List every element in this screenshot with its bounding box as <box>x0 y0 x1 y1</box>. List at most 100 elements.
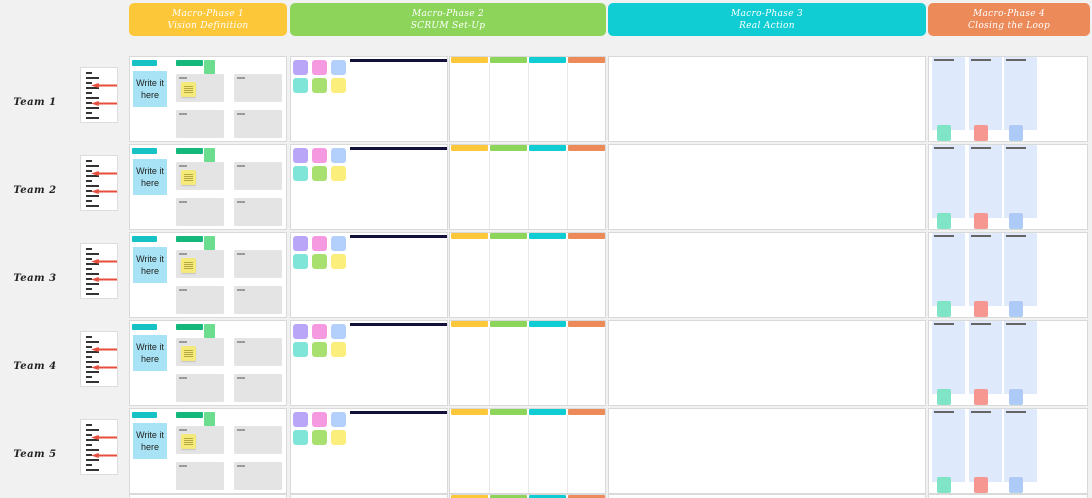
write-it-here-note[interactable]: Write it here <box>133 247 167 283</box>
retro-sticky-note[interactable] <box>974 301 988 317</box>
retro-column[interactable] <box>932 233 965 306</box>
retro-column[interactable] <box>969 409 1002 482</box>
retro-sticky-note[interactable] <box>1009 125 1023 141</box>
column-label-line <box>1006 411 1026 413</box>
team-thumbnail[interactable] <box>80 243 118 299</box>
write-it-here-note[interactable]: Write it here <box>133 71 167 107</box>
sticky-note[interactable] <box>312 166 327 181</box>
text-box[interactable] <box>234 338 282 366</box>
sticky-note[interactable] <box>312 324 327 339</box>
sticky-note[interactable] <box>293 254 308 269</box>
sticky-note[interactable] <box>331 60 346 75</box>
sticky-note[interactable] <box>312 78 327 93</box>
retro-column[interactable] <box>969 145 1002 218</box>
text-box[interactable] <box>234 286 282 314</box>
sticky-note[interactable] <box>331 254 346 269</box>
thumb-line <box>86 464 92 466</box>
write-it-here-note[interactable]: Write it here <box>133 159 167 195</box>
retro-column[interactable] <box>932 145 965 218</box>
sticky-note[interactable] <box>293 236 308 251</box>
dark-header-bar <box>350 59 447 62</box>
sticky-note[interactable] <box>293 324 308 339</box>
sticky-note[interactable] <box>293 342 308 357</box>
retro-sticky-note[interactable] <box>1009 389 1023 405</box>
sticky-note[interactable] <box>331 166 346 181</box>
sticky-note[interactable] <box>312 342 327 357</box>
retro-column[interactable] <box>1004 409 1037 482</box>
kanban-frame <box>449 232 606 318</box>
retro-column[interactable] <box>1004 233 1037 306</box>
text-box[interactable] <box>234 110 282 138</box>
sticky-note[interactable] <box>312 60 327 75</box>
retro-sticky-note[interactable] <box>974 389 988 405</box>
sticky-note[interactable] <box>312 254 327 269</box>
text-box[interactable] <box>234 462 282 490</box>
retro-sticky-note[interactable] <box>937 389 951 405</box>
text-box[interactable] <box>176 198 224 226</box>
sticky-note[interactable] <box>312 148 327 163</box>
yellow-sticky-note <box>181 258 196 273</box>
vision-frame: Write it here <box>129 144 287 230</box>
retro-column[interactable] <box>969 233 1002 306</box>
sticky-note[interactable] <box>293 78 308 93</box>
team-thumbnail[interactable] <box>80 155 118 211</box>
sticky-note[interactable] <box>331 78 346 93</box>
retro-column[interactable] <box>1004 321 1037 394</box>
text-box[interactable] <box>176 462 224 490</box>
retro-column[interactable] <box>932 57 965 130</box>
retro-sticky-note[interactable] <box>974 213 988 229</box>
tag-teal <box>132 60 157 66</box>
retro-sticky-note[interactable] <box>937 301 951 317</box>
sticky-note[interactable] <box>331 324 346 339</box>
retro-column[interactable] <box>969 57 1002 130</box>
write-it-here-note[interactable]: Write it here <box>133 335 167 371</box>
team-thumbnail[interactable] <box>80 331 118 387</box>
retro-sticky-note[interactable] <box>974 477 988 493</box>
sticky-note[interactable] <box>312 430 327 445</box>
text-box[interactable] <box>234 250 282 278</box>
text-box[interactable] <box>234 374 282 402</box>
team-label: Team 4 <box>13 361 57 372</box>
retro-sticky-note[interactable] <box>937 125 951 141</box>
sticky-note[interactable] <box>293 166 308 181</box>
retro-column[interactable] <box>932 321 965 394</box>
sticky-note[interactable] <box>293 148 308 163</box>
retro-column[interactable] <box>969 321 1002 394</box>
sticky-note[interactable] <box>331 236 346 251</box>
retro-column[interactable] <box>1004 57 1037 130</box>
sticky-note[interactable] <box>293 412 308 427</box>
thumb-line <box>86 253 99 255</box>
text-box[interactable] <box>234 198 282 226</box>
retro-sticky-note[interactable] <box>937 213 951 229</box>
sticky-note[interactable] <box>312 412 327 427</box>
sticky-note[interactable] <box>293 60 308 75</box>
text-box[interactable] <box>234 162 282 190</box>
sticky-note[interactable] <box>331 342 346 357</box>
kanban-column-header <box>451 233 488 239</box>
phase-header-2: Macro-Phase 2 SCRUM Set-Up <box>290 3 606 36</box>
sticky-note[interactable] <box>312 236 327 251</box>
text-box[interactable] <box>176 110 224 138</box>
retro-sticky-note[interactable] <box>1009 477 1023 493</box>
phase-header-1: Macro-Phase 1 Vision Definition <box>129 3 287 36</box>
retro-sticky-note[interactable] <box>974 125 988 141</box>
retro-sticky-note[interactable] <box>1009 213 1023 229</box>
text-box[interactable] <box>176 374 224 402</box>
column-label-line <box>971 235 991 237</box>
retro-column[interactable] <box>1004 145 1037 218</box>
text-box[interactable] <box>176 286 224 314</box>
retro-sticky-note[interactable] <box>1009 301 1023 317</box>
text-box[interactable] <box>234 74 282 102</box>
retro-column[interactable] <box>932 409 965 482</box>
team-thumbnail[interactable] <box>80 67 118 123</box>
kanban-column-header <box>568 145 605 151</box>
retro-sticky-note[interactable] <box>937 477 951 493</box>
sticky-note[interactable] <box>331 148 346 163</box>
team-thumbnail[interactable] <box>80 419 118 475</box>
sticky-note[interactable] <box>331 430 346 445</box>
sticky-note[interactable] <box>331 412 346 427</box>
dark-header-bar <box>350 411 447 414</box>
text-box[interactable] <box>234 426 282 454</box>
write-it-here-note[interactable]: Write it here <box>133 423 167 459</box>
sticky-note[interactable] <box>293 430 308 445</box>
